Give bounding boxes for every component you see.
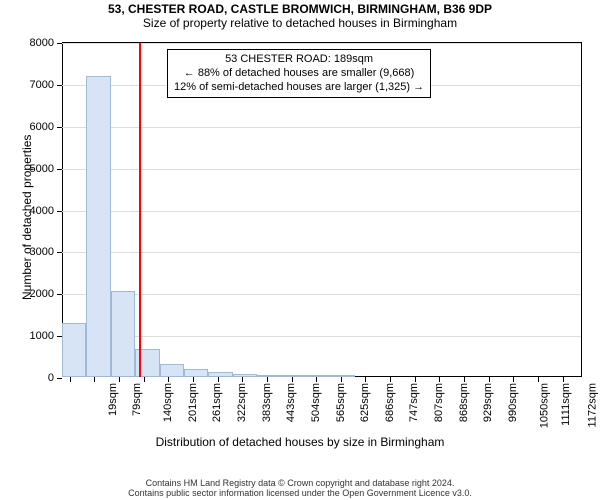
histogram-bar <box>111 291 135 377</box>
y-tick-label: 5000 <box>30 163 62 175</box>
infobox-line-1: 53 CHESTER ROAD: 189sqm <box>174 53 424 67</box>
x-tick <box>365 377 366 382</box>
chart-title-sub: Size of property relative to detached ho… <box>0 16 600 30</box>
x-axis-label: Distribution of detached houses by size … <box>0 435 600 449</box>
property-infobox: 53 CHESTER ROAD: 189sqm← 88% of detached… <box>167 49 431 98</box>
x-tick-label: 140sqm <box>162 383 174 422</box>
x-tick-label: 807sqm <box>433 383 445 422</box>
x-tick <box>94 377 95 382</box>
x-tick-label: 686sqm <box>384 383 396 422</box>
histogram-bar <box>184 369 208 377</box>
x-tick <box>267 377 268 382</box>
histogram-plot: 01000200030004000500060007000800019sqm79… <box>62 42 582 377</box>
y-tick-label: 1000 <box>30 330 62 342</box>
histogram-bar <box>306 375 330 378</box>
x-tick-label: 747sqm <box>409 383 421 422</box>
x-tick-label: 990sqm <box>507 383 519 422</box>
infobox-line-3: 12% of semi-detached houses are larger (… <box>174 81 424 95</box>
x-tick <box>168 377 169 382</box>
histogram-bar <box>257 375 281 378</box>
histogram-bar <box>208 372 232 377</box>
y-axis-label: Number of detached properties <box>20 135 34 300</box>
chart-title-main: 53, CHESTER ROAD, CASTLE BROMWICH, BIRMI… <box>0 0 600 16</box>
x-tick-label: 322sqm <box>236 383 248 422</box>
y-tick-label: 7000 <box>30 79 62 91</box>
histogram-bar <box>160 364 184 377</box>
x-tick-label: 929sqm <box>483 383 495 422</box>
x-tick-label: 1172sqm <box>587 383 599 427</box>
x-tick-label: 261sqm <box>211 383 223 422</box>
x-tick-label: 504sqm <box>310 383 322 422</box>
x-tick <box>316 377 317 382</box>
x-tick <box>70 377 71 382</box>
footer-line-2: Contains public sector information licen… <box>0 488 600 498</box>
footer-line-1: Contains HM Land Registry data © Crown c… <box>0 478 600 488</box>
histogram-bar <box>233 374 257 377</box>
y-tick-label: 2000 <box>30 288 62 300</box>
x-tick <box>489 377 490 382</box>
y-tick-label: 3000 <box>30 246 62 258</box>
x-tick <box>193 377 194 382</box>
attribution-footer: Contains HM Land Registry data © Crown c… <box>0 478 600 498</box>
x-tick-label: 443sqm <box>285 383 297 422</box>
x-tick-label: 565sqm <box>335 383 347 422</box>
x-tick-label: 625sqm <box>359 383 371 422</box>
y-tick-label: 0 <box>48 372 62 384</box>
x-tick-label: 1050sqm <box>538 383 550 428</box>
x-tick <box>538 377 539 382</box>
x-tick <box>242 377 243 382</box>
x-tick <box>292 377 293 382</box>
x-tick <box>144 377 145 382</box>
x-tick <box>119 377 120 382</box>
infobox-line-2: ← 88% of detached houses are smaller (9,… <box>174 67 424 81</box>
y-tick-label: 8000 <box>30 37 62 49</box>
y-tick-label: 6000 <box>30 121 62 133</box>
x-tick-label: 19sqm <box>107 383 119 416</box>
histogram-bar <box>62 323 86 377</box>
histogram-bar <box>86 76 110 378</box>
histogram-bar <box>330 375 354 377</box>
x-tick <box>563 377 564 382</box>
x-tick <box>513 377 514 382</box>
x-tick <box>390 377 391 382</box>
histogram-bar <box>281 375 305 377</box>
y-tick-label: 4000 <box>30 205 62 217</box>
x-tick <box>415 377 416 382</box>
x-tick <box>341 377 342 382</box>
x-tick-label: 79sqm <box>131 383 143 416</box>
x-tick-label: 201sqm <box>187 383 199 422</box>
x-tick-label: 868sqm <box>458 383 470 422</box>
property-marker-line <box>139 43 141 377</box>
x-tick-label: 383sqm <box>261 383 273 422</box>
x-tick <box>218 377 219 382</box>
x-tick <box>464 377 465 382</box>
x-tick-label: 1111sqm <box>560 383 572 426</box>
x-tick <box>439 377 440 382</box>
